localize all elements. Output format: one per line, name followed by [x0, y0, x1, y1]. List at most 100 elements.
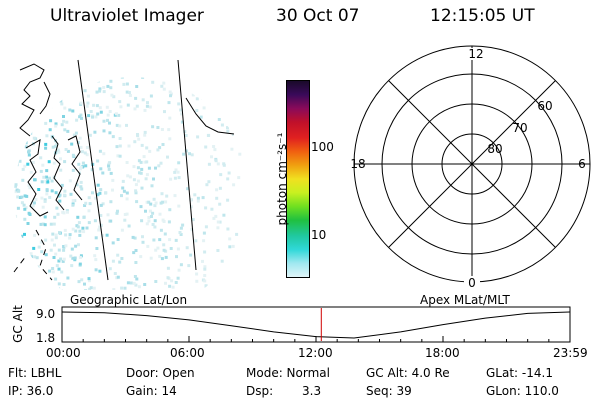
emission-speck — [14, 256, 18, 260]
emission-speck — [79, 113, 83, 117]
emission-speck — [226, 126, 229, 130]
emission-speck — [80, 187, 84, 191]
emission-speck — [42, 175, 46, 179]
emission-speck — [21, 271, 24, 275]
emission-speck — [160, 84, 164, 88]
emission-speck — [68, 233, 72, 237]
info-ip: IP: 36.0 — [8, 384, 54, 398]
emission-speck — [134, 261, 138, 264]
emission-speck — [91, 191, 94, 195]
emission-speck — [98, 269, 102, 273]
xtick-2359: 23:59 — [553, 346, 588, 360]
emission-speck — [14, 77, 18, 81]
emission-speck — [114, 74, 117, 77]
emission-speck — [33, 233, 37, 237]
emission-speck — [71, 256, 75, 260]
timeline-ytick-low: 1.8 — [36, 331, 55, 345]
emission-speck — [70, 247, 74, 251]
emission-speck — [14, 270, 18, 274]
emission-speck — [93, 219, 97, 223]
emission-speck — [101, 233, 105, 237]
emission-speck — [123, 218, 127, 222]
emission-speck — [36, 276, 40, 280]
emission-speck — [92, 103, 96, 107]
emission-speck — [16, 77, 20, 78]
emission-speck — [225, 271, 229, 275]
emission-speck — [164, 200, 168, 204]
emission-speck — [14, 214, 18, 218]
emission-speck — [104, 191, 108, 195]
emission-speck — [175, 255, 178, 259]
emission-speck — [59, 157, 62, 161]
emission-speck — [134, 249, 138, 252]
emission-speck — [102, 152, 106, 156]
emission-speck — [228, 237, 232, 241]
emission-speck — [238, 152, 242, 156]
emission-speck — [102, 86, 106, 89]
emission-speck — [28, 186, 32, 190]
emission-speck — [93, 130, 97, 134]
emission-speck — [64, 244, 68, 248]
emission-speck — [210, 207, 214, 211]
emission-speck — [213, 148, 217, 152]
emission-speck — [212, 216, 216, 220]
emission-speck — [223, 73, 226, 76]
emission-speck — [99, 167, 103, 171]
emission-speck — [14, 190, 18, 194]
emission-speck — [214, 159, 218, 163]
info-glon: GLon: 110.0 — [486, 384, 559, 398]
emission-speck — [29, 128, 33, 132]
emission-speck — [121, 186, 125, 190]
emission-speck — [15, 232, 18, 236]
emission-speck — [58, 199, 62, 203]
emission-speck — [246, 246, 250, 250]
emission-speck — [18, 281, 22, 285]
emission-speck — [159, 201, 163, 205]
lat-label-60: 60 — [537, 99, 552, 113]
emission-speck — [39, 240, 43, 244]
emission-speck — [33, 178, 36, 182]
emission-speck — [51, 145, 55, 149]
emission-speck — [117, 113, 121, 117]
emission-speck — [22, 92, 26, 96]
emission-speck — [169, 77, 173, 80]
emission-speck — [149, 202, 153, 206]
emission-speck — [66, 276, 70, 280]
emission-speck — [161, 143, 165, 146]
emission-speck — [80, 116, 83, 120]
emission-speck — [17, 189, 21, 193]
info-gain: Gain: 14 — [126, 384, 177, 398]
emission-speck — [193, 193, 197, 197]
emission-speck — [169, 92, 173, 96]
emission-speck — [19, 265, 23, 269]
emission-speck — [63, 106, 67, 110]
emission-speck — [139, 160, 143, 164]
emission-speck — [66, 129, 70, 133]
emission-speck — [127, 224, 131, 228]
emission-speck — [62, 248, 66, 252]
emission-speck — [165, 194, 169, 198]
emission-speck — [180, 112, 183, 116]
emission-speck — [27, 130, 31, 134]
emission-speck — [139, 255, 143, 259]
emission-speck — [183, 130, 187, 134]
emission-speck — [115, 123, 119, 127]
emission-speck — [40, 196, 44, 200]
emission-speck — [76, 79, 80, 83]
emission-speck — [158, 254, 162, 258]
emission-speck — [156, 246, 160, 250]
emission-speck — [49, 105, 53, 109]
emission-speck — [33, 255, 37, 259]
emission-speck — [23, 194, 27, 198]
emission-speck — [68, 179, 72, 183]
emission-speck — [55, 264, 59, 268]
timeline-ylabel: GC Alt — [11, 305, 25, 343]
emission-speck — [147, 200, 151, 204]
emission-speck — [33, 265, 37, 269]
emission-speck — [123, 213, 127, 216]
emission-speck — [23, 217, 27, 221]
emission-speck — [23, 207, 27, 211]
emission-speck — [29, 271, 33, 275]
emission-speck — [173, 170, 177, 174]
emission-speck — [18, 117, 22, 121]
